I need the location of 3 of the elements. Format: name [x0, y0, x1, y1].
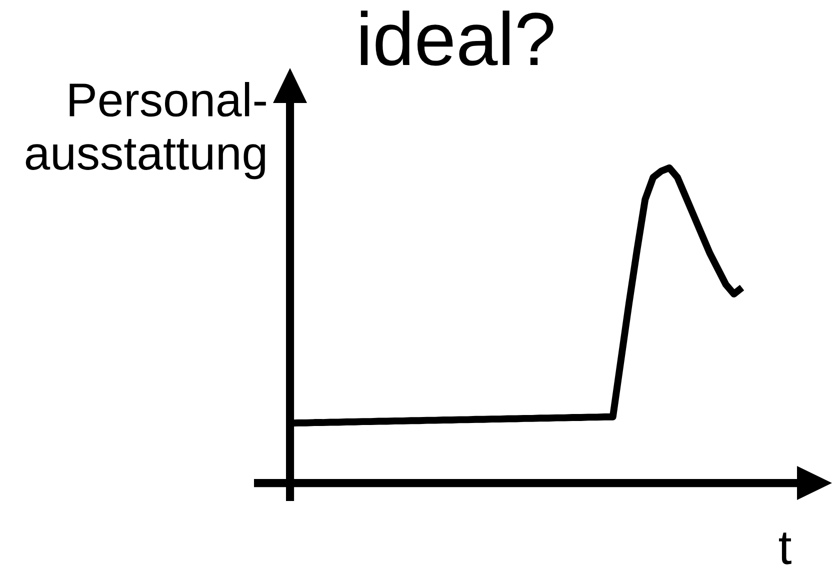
y-axis-title: Personal- ausstattung [26, 82, 266, 180]
x-axis-title: t [778, 532, 792, 564]
chart-title: ideal? [360, 10, 554, 66]
